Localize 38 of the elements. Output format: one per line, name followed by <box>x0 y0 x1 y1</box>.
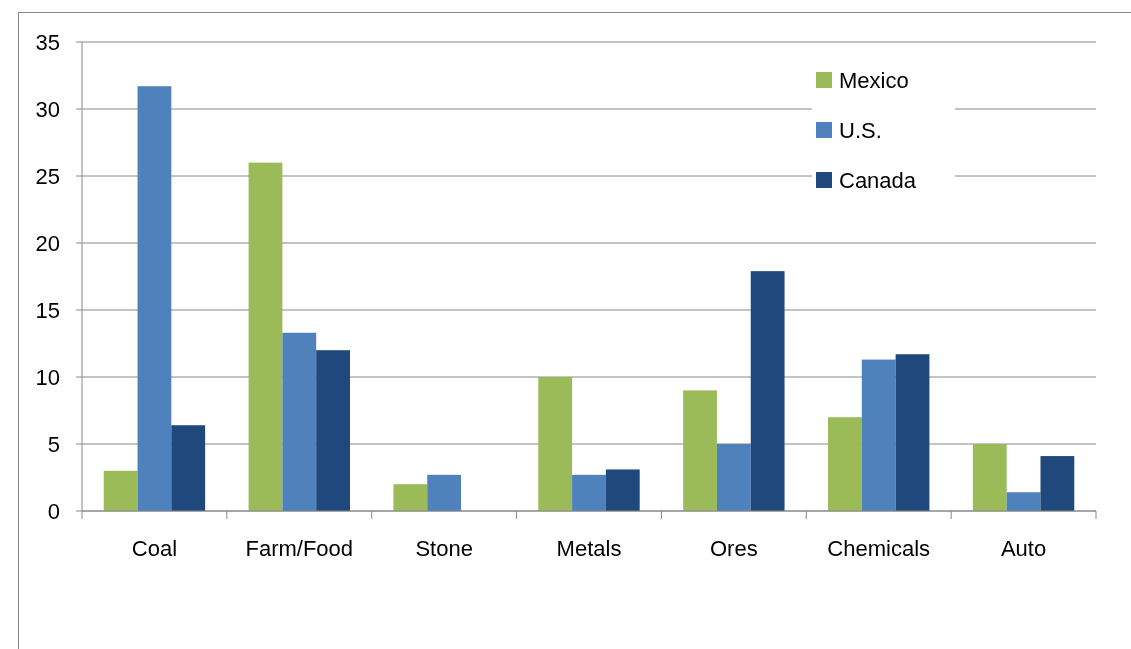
x-tick-label: Auto <box>1000 536 1047 561</box>
x-tick-label: Coal <box>131 536 178 561</box>
bar <box>137 86 172 511</box>
y-tick-label: 20 <box>35 230 60 256</box>
legend-label: Mexico <box>839 67 909 93</box>
y-tick-label: 30 <box>35 96 60 122</box>
bar <box>1006 492 1041 511</box>
bar <box>103 470 138 511</box>
y-tick-label: 0 <box>47 498 60 524</box>
x-tick-label: Ores <box>710 536 758 561</box>
bar <box>972 444 1007 511</box>
bar <box>572 474 606 511</box>
bar <box>538 377 573 511</box>
bar <box>282 332 317 511</box>
bar <box>605 469 640 511</box>
x-tick-label: Stone <box>415 536 473 561</box>
bar <box>861 359 896 511</box>
legend-label: U.S. <box>839 117 882 143</box>
bar <box>316 350 350 511</box>
x-tick-label: Chemicals <box>827 536 931 561</box>
bar <box>427 474 462 511</box>
bar <box>171 425 206 511</box>
bar <box>895 354 930 511</box>
y-tick-label: 35 <box>35 29 60 55</box>
bar <box>828 417 862 511</box>
bar <box>393 484 428 511</box>
legend-label: Canada <box>839 167 917 193</box>
y-tick-label: 25 <box>35 163 60 189</box>
bar <box>683 390 717 511</box>
y-tick-label: 5 <box>47 431 60 457</box>
x-tick-label: Farm/Food <box>245 536 354 561</box>
bar <box>750 271 785 511</box>
bar <box>716 444 751 511</box>
y-tick-label: 10 <box>35 364 60 390</box>
x-tick-label: Metals <box>556 536 622 561</box>
bar <box>1040 456 1075 511</box>
bar <box>248 162 283 511</box>
y-tick-label: 15 <box>35 297 60 323</box>
